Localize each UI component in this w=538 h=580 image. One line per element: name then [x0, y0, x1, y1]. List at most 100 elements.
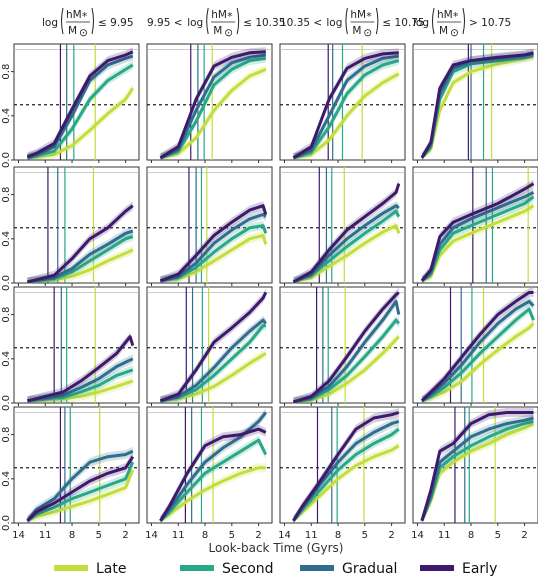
panel-r3-c2 — [146, 286, 273, 406]
y-tick-label: 0.8 — [1, 64, 12, 80]
header-numerator-sub: * — [366, 11, 371, 23]
panel-r3-c1: 0.0 0.4 0.8 — [1, 286, 140, 411]
series-second — [159, 438, 268, 522]
band-late — [293, 441, 399, 523]
x-tick-label: 8 — [468, 530, 474, 541]
band-second — [293, 424, 399, 523]
series-early — [159, 291, 268, 403]
band-second — [27, 60, 133, 160]
x-tick-label: 5 — [362, 530, 368, 541]
band-early — [27, 47, 133, 160]
panel-r1-c4 — [412, 43, 538, 163]
x-tick-label: 11 — [438, 530, 451, 541]
series-late — [292, 444, 400, 522]
x-tick-label: 8 — [69, 530, 75, 541]
header-paren-left — [61, 7, 64, 35]
panel-r4-c1: 0.0 0.4 0.8 — [1, 406, 140, 531]
panel-r4-c4 — [412, 406, 538, 526]
legend-label: Second — [222, 561, 274, 577]
series-gradual — [160, 318, 267, 403]
band-late — [421, 319, 534, 403]
x-tick-label: 14 — [411, 530, 424, 541]
header-log: log — [326, 17, 342, 29]
series-early — [292, 183, 401, 284]
series-gradual — [292, 54, 400, 160]
band-second — [160, 435, 266, 523]
header-numerator: hM — [66, 9, 82, 21]
x-tick-label: 2 — [521, 530, 527, 541]
series-late — [421, 322, 535, 403]
band-gradual — [293, 416, 399, 523]
header-denominator: M — [68, 25, 77, 37]
x-axis-label: Look-back Time (Gyrs) — [209, 541, 344, 555]
y-tick-label: 0.8 — [1, 187, 12, 203]
y-tick-label: 0.8 — [1, 307, 12, 323]
band-gradual — [160, 315, 266, 403]
band-early — [160, 201, 266, 283]
y-tick-label: 0.0 — [1, 152, 12, 168]
series-second — [292, 59, 400, 160]
header-numerator: hM — [437, 9, 453, 21]
legend-label: Early — [462, 561, 497, 577]
x-tick-label: 2 — [255, 530, 261, 541]
panel-r1-c1: 0.0 0.4 0.8 — [1, 43, 140, 168]
legend-item-second: Second — [180, 561, 274, 577]
panel-r2-c2 — [146, 166, 273, 286]
band-late — [421, 51, 534, 161]
series-late — [293, 72, 400, 160]
header-denominator: M — [352, 25, 361, 37]
series-early — [27, 335, 135, 403]
series-gradual — [26, 449, 134, 522]
band-early — [27, 332, 133, 403]
header-denominator-sub: ⊙ — [450, 27, 459, 39]
header-upper-bound: ≤ 10.35 — [243, 17, 285, 29]
band-second — [421, 192, 534, 283]
band-late — [160, 463, 266, 523]
x-tick-label: 11 — [305, 530, 318, 541]
header-log: log — [42, 17, 58, 29]
band-gradual — [27, 226, 133, 283]
legend-label: Gradual — [342, 561, 397, 577]
header-paren-right — [462, 7, 465, 35]
series-late — [26, 469, 135, 523]
x-tick-label: 14 — [278, 530, 291, 541]
header-denominator: M — [213, 25, 222, 37]
series-early — [420, 51, 534, 159]
y-tick-label: 0.4 — [1, 471, 12, 487]
legend-label: Late — [96, 561, 126, 577]
band-second — [293, 56, 399, 161]
x-tick-label: 8 — [335, 530, 341, 541]
x-tick-label: 2 — [388, 530, 394, 541]
header-numerator: hM — [211, 9, 227, 21]
panel-frame — [279, 166, 406, 284]
series-second — [292, 427, 400, 522]
header-numerator-sub: * — [82, 11, 87, 23]
panel-frame — [412, 286, 538, 404]
x-tick-label: 14 — [145, 530, 158, 541]
series-early — [159, 50, 266, 160]
panel-r1-c2 — [146, 43, 273, 163]
band-early — [293, 408, 399, 523]
series-early — [420, 291, 534, 402]
header-paren-right — [236, 7, 240, 35]
x-tick-label: 11 — [39, 530, 52, 541]
y-tick-label: 0.0 — [1, 275, 12, 291]
panel-frame — [146, 43, 273, 161]
header-upper-bound: ≤ 9.95 — [98, 17, 134, 29]
y-tick-label: 0.4 — [1, 108, 12, 124]
series-late — [293, 224, 401, 284]
series-second — [421, 307, 535, 403]
series-gradual — [292, 204, 400, 284]
header-denominator: M — [439, 25, 448, 37]
band-second — [293, 206, 399, 283]
header-denominator-sub: ⊙ — [224, 27, 233, 39]
series-early — [292, 51, 399, 160]
panel-r4-c2 — [146, 406, 273, 526]
y-tick-label: 0.4 — [1, 231, 12, 247]
series-late — [160, 68, 267, 160]
y-tick-label: 0.8 — [1, 427, 12, 443]
series-gradual — [159, 53, 267, 160]
panel-r4-c3 — [279, 406, 406, 526]
